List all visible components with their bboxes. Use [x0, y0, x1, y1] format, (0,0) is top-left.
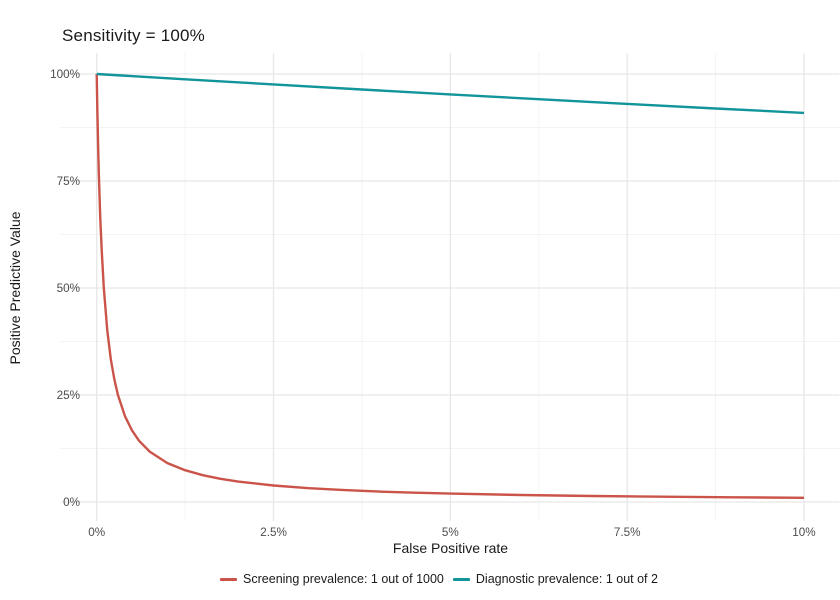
- x-tick-label: 2.5%: [260, 526, 287, 539]
- legend-item: Screening prevalence: 1 out of 1000: [220, 572, 444, 586]
- y-tick-label: 0%: [63, 496, 80, 509]
- chart-title: Sensitivity = 100%: [62, 26, 205, 45]
- y-tick-label: 75%: [57, 175, 80, 188]
- series-line-1: [96, 72, 805, 115]
- y-axis-title: Positive Predictive Value: [7, 211, 23, 365]
- x-tick-label: 0%: [88, 526, 105, 539]
- x-tick-label: 7.5%: [614, 526, 641, 539]
- legend-key-line: [220, 577, 238, 581]
- x-axis-title: False Positive rate: [392, 540, 509, 556]
- legend-label: Diagnostic prevalence: 1 out of 2: [475, 572, 658, 586]
- x-tick-label: 5%: [442, 526, 459, 539]
- series-line-0: [95, 73, 805, 499]
- x-tick-label: 10%: [792, 526, 815, 539]
- legend-label: Screening prevalence: 1 out of 1000: [243, 572, 444, 586]
- y-tick-label: 50%: [57, 282, 80, 295]
- y-tick-label: 25%: [57, 389, 80, 402]
- legend-item: Diagnostic prevalence: 1 out of 2: [452, 572, 658, 586]
- legend-key-line: [452, 577, 470, 581]
- legend: Screening prevalence: 1 out of 1000 Diagn…: [38, 571, 840, 587]
- y-tick-label: 100%: [50, 68, 80, 81]
